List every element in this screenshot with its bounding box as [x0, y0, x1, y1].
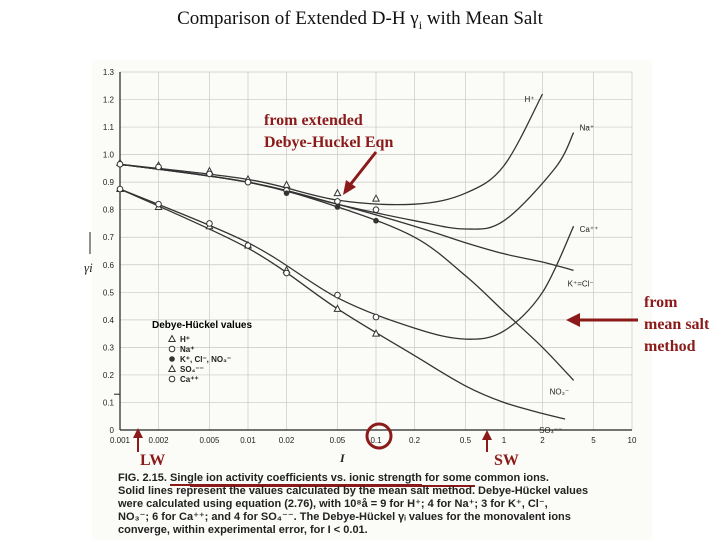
slide-title: Comparison of Extended D-H γi with Mean … [177, 8, 543, 32]
legend-title: Debye-Hückel values [152, 320, 252, 331]
dh-point-Na+ [244, 178, 252, 186]
dh-point-Na+ [372, 206, 380, 213]
y-tick-label: 0.9 [103, 178, 115, 187]
legend-marker [168, 375, 176, 383]
figure-caption: FIG. 2.15. Single ion activity coefficie… [118, 472, 589, 536]
dh-point-Ca++ [116, 185, 124, 193]
curve-label-H+: H⁺ [525, 95, 535, 104]
dh-point-Ca++ [372, 313, 380, 321]
dh-point-SO4-- [333, 304, 342, 312]
annotation-lw: LW [140, 452, 166, 469]
legend-entry: H⁺ [180, 335, 190, 344]
dh-point-Na+ [155, 163, 162, 171]
annotation-sw: SW [494, 452, 519, 469]
legend-marker [169, 356, 175, 362]
x-tick-label: 0.001 [110, 436, 131, 445]
y-tick-label: 1.2 [103, 96, 115, 105]
y-tick-label: 0.8 [103, 206, 115, 215]
x-tick-label: 10 [628, 436, 637, 445]
curve-label-Na+: Na⁺ [580, 124, 594, 133]
annotation-layer [133, 151, 638, 487]
x-tick-label: 0.01 [240, 436, 256, 445]
dh-point-Ca++ [206, 220, 213, 227]
dh-point-Na+ [116, 160, 124, 168]
label-layer: H⁺ Na⁺ Ca⁺⁺ K⁺=Cl⁻ NO₃⁻ SO₄⁻⁻ [525, 95, 599, 435]
legend-entry: Na⁺ [180, 345, 194, 354]
y-tick-label: 0.2 [103, 371, 115, 380]
dh-point-H+ [371, 194, 381, 202]
dh-point-H+ [333, 188, 342, 197]
x-tick-label: 0.02 [279, 436, 295, 445]
dh-point-Ca++ [283, 269, 290, 277]
scanned-figure-background [92, 60, 652, 540]
legend-marker [167, 364, 177, 372]
x-tick-label: 0.05 [330, 436, 346, 445]
legend-marker [167, 334, 177, 342]
legend-entry: Ca⁺⁺ [180, 375, 199, 384]
curve-Ca++ [119, 188, 575, 340]
y-tick-label: 0.1 [103, 398, 115, 407]
dh-point-Na+ [206, 170, 213, 178]
annotation-extended-dh: from extended Debye-Huckel Eqn [264, 112, 394, 151]
legend-layer: Debye-Hückel values H⁺Na⁺K⁺, Cl⁻, NO₃⁻SO₄… [152, 320, 252, 384]
x-tick-label: 5 [591, 436, 596, 445]
curve-K+Cl- [119, 163, 574, 271]
y-tick-label: 1.0 [103, 151, 115, 160]
legend-entry: K⁺, Cl⁻, NO₃⁻ [180, 355, 231, 364]
curve-label-Ca++: Ca⁺⁺ [580, 225, 599, 234]
dh-point-Ca++ [155, 200, 162, 208]
dh-point-Na+ [334, 198, 341, 205]
y-tick-label: 0.4 [103, 316, 115, 325]
x-axis-label: I [339, 451, 346, 465]
dh-point-K+ Cl- NO3- [334, 204, 341, 210]
mean-salt-arrow-head [566, 313, 580, 327]
point-layer [115, 158, 381, 337]
legend-entry: SO₄⁻⁻ [180, 365, 204, 374]
curve-label-K+Cl-: K⁺=Cl⁻ [568, 279, 594, 288]
dh-point-Ca++ [244, 242, 252, 249]
axis-layer: 0 0.1 0.2 0.3 0.4 0.5 0.6 0.7 0.8 0.9 1.0 1.1 1.2 1.3… [84, 68, 637, 465]
curve-H+ [119, 93, 544, 206]
dh-point-Ca++ [334, 291, 341, 299]
curve-label-NO3-: NO₃⁻ [550, 387, 569, 396]
annotation-mean-salt: from mean salt method [644, 294, 710, 355]
y-tick-label: 0.3 [103, 343, 115, 352]
y-tick-label: 0 [110, 426, 115, 435]
x-tick-label: 1 [502, 436, 507, 445]
x-tick-label: 2 [540, 436, 545, 445]
y-tick-label: 0.6 [103, 261, 115, 270]
extended-arrow-head [343, 180, 356, 195]
y-tick-label: 0.5 [103, 288, 115, 297]
sw-arrow-head [482, 430, 492, 440]
x-tick-label: 0.2 [409, 436, 421, 445]
x-tick-label: 0.1 [370, 436, 382, 445]
lw-arrow-head [133, 428, 143, 438]
dh-point-K+ Cl- NO3- [373, 217, 379, 224]
y-tick-label: 0.7 [103, 233, 115, 242]
legend-marker [168, 345, 176, 353]
highlight-circle-0.1 [365, 422, 393, 450]
curve-label-SO4--: SO₄⁻⁻ [539, 426, 562, 435]
x-tick-label: 0.5 [460, 436, 472, 445]
dh-point-SO4-- [371, 329, 381, 337]
x-tick-label: 0.002 [149, 436, 170, 445]
y-tick-label: 1.3 [103, 68, 115, 77]
y-axis-label: γi [84, 260, 93, 275]
dh-point-K+ Cl- NO3- [283, 190, 290, 196]
extended-arrow [348, 151, 378, 186]
y-tick-label: 1.1 [103, 123, 115, 132]
x-tick-label: 0.005 [199, 436, 220, 445]
